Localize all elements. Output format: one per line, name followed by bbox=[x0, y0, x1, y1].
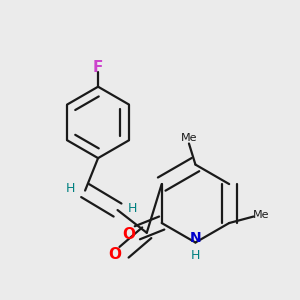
Text: H: H bbox=[66, 182, 75, 195]
Text: O: O bbox=[122, 227, 135, 242]
Text: O: O bbox=[108, 247, 122, 262]
Text: F: F bbox=[93, 60, 103, 75]
Text: H: H bbox=[128, 202, 137, 215]
Text: Me: Me bbox=[181, 133, 197, 143]
Text: H: H bbox=[191, 249, 200, 262]
Text: N: N bbox=[190, 231, 201, 244]
Text: Me: Me bbox=[252, 210, 269, 220]
